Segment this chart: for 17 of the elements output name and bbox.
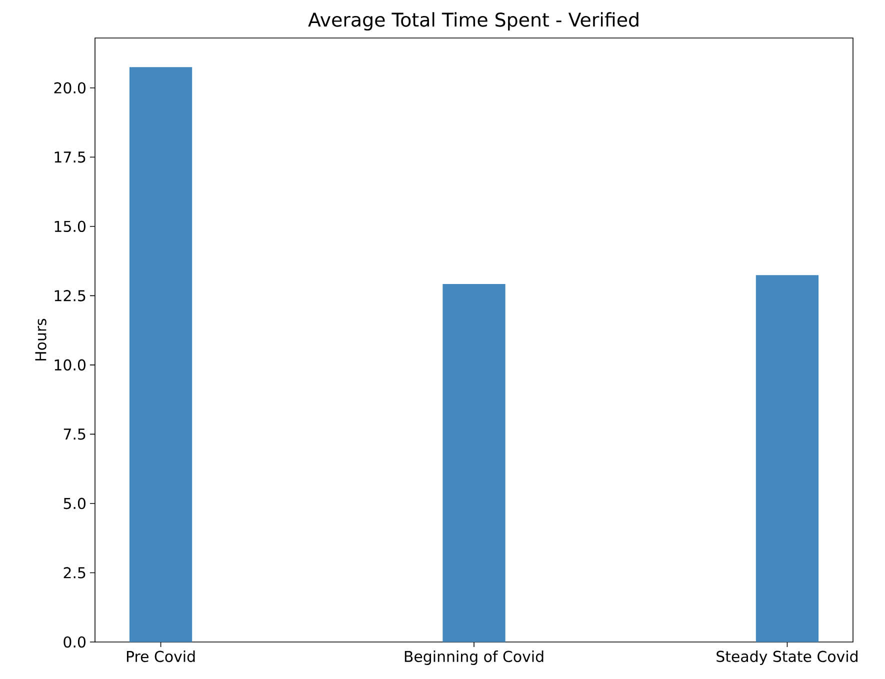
y-tick-label: 10.0 xyxy=(54,359,86,371)
bar xyxy=(129,67,192,642)
x-tick-label: Steady State Covid xyxy=(716,650,858,665)
y-tick-label: 12.5 xyxy=(54,290,86,302)
y-tick-label: 2.5 xyxy=(64,567,86,578)
y-tick-label: 7.5 xyxy=(64,428,86,440)
x-tick-label: Pre Covid xyxy=(126,650,195,662)
bar xyxy=(442,284,506,642)
x-tick-label: Beginning of Covid xyxy=(404,650,544,665)
chart-title: Average Total Time Spent - Verified xyxy=(308,12,638,30)
y-tick-label: 5.0 xyxy=(64,498,86,510)
y-tick-label: 15.0 xyxy=(54,220,86,232)
bar xyxy=(756,275,819,642)
y-axis-title: Hours xyxy=(35,318,46,360)
y-tick-label: 20.0 xyxy=(54,82,86,94)
y-tick-label: 17.5 xyxy=(54,152,86,163)
y-tick-label: 0.0 xyxy=(64,636,86,648)
